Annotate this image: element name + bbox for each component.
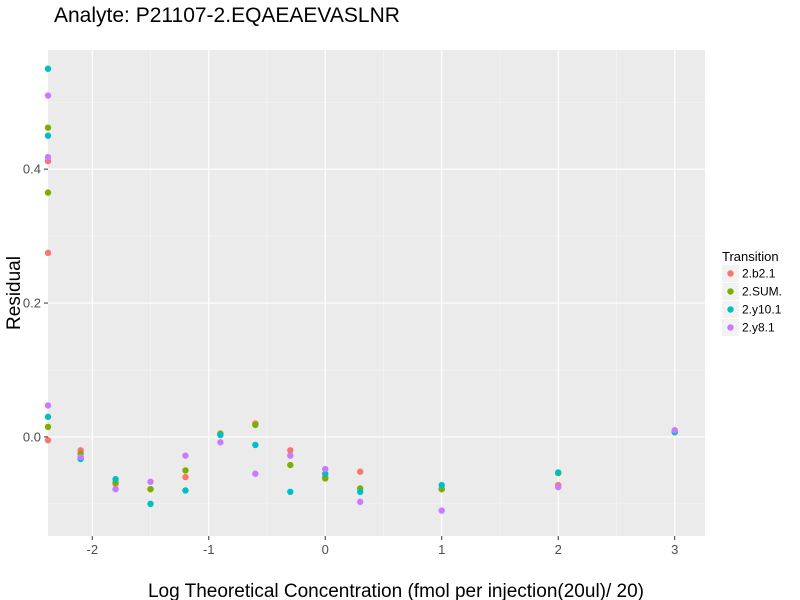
x-axis: -2 -1 0 1 2 3: [86, 536, 678, 557]
data-point: [182, 467, 189, 474]
legend-key-marker: [727, 324, 734, 331]
y-axis: 0.0 0.2 0.4: [23, 162, 48, 444]
data-point: [44, 437, 52, 444]
data-points: [44, 65, 678, 514]
data-point: [44, 65, 52, 72]
minor-gridlines: [48, 50, 705, 536]
data-point: [44, 92, 52, 99]
data-point: [438, 481, 445, 489]
data-point: [671, 427, 678, 434]
data-point: [112, 475, 119, 483]
x-tick-label: -1: [203, 542, 215, 557]
data-point: [44, 413, 52, 421]
data-point: [252, 421, 259, 429]
x-tick-label: -2: [86, 542, 98, 557]
data-point: [438, 507, 445, 514]
plot-panel: [48, 50, 705, 536]
data-point: [44, 132, 52, 139]
data-point: [356, 498, 364, 506]
data-point: [44, 189, 52, 196]
data-point: [112, 485, 119, 493]
data-point: [44, 153, 52, 161]
data-point: [322, 465, 329, 473]
data-point: [217, 431, 224, 439]
data-point: [147, 485, 154, 493]
x-tick-label: 3: [671, 542, 678, 557]
x-axis-title: Log Theoretical Concentration (fmol per …: [148, 581, 644, 600]
data-point: [147, 500, 154, 508]
legend-label: 2.SUM.: [742, 285, 782, 299]
x-tick-label: 1: [438, 542, 445, 557]
data-point: [252, 441, 259, 449]
data-point: [44, 124, 52, 131]
legend-label: 2.y10.1: [742, 303, 782, 317]
legend-title: Transition: [722, 249, 779, 264]
data-point: [44, 423, 52, 431]
data-point: [555, 483, 562, 491]
data-point: [356, 488, 364, 496]
data-point: [147, 478, 154, 485]
data-point: [287, 447, 294, 454]
data-point: [287, 461, 294, 469]
data-point: [356, 468, 364, 475]
legend-label: 2.y8.1: [742, 321, 775, 335]
legend: Transition 2.b2.1 2.SUM. 2.y10.1 2.y8.1: [722, 249, 782, 336]
data-point: [182, 452, 189, 459]
data-point: [44, 249, 52, 257]
chart-title: Analyte: P21107-2.EQAEAEVASLNR: [54, 4, 400, 27]
legend-key-marker: [727, 288, 734, 295]
data-point: [252, 470, 259, 477]
data-point: [44, 402, 52, 409]
data-point: [322, 475, 329, 482]
legend-key-marker: [727, 270, 734, 277]
x-tick-label: 2: [555, 542, 562, 557]
data-point: [287, 452, 294, 459]
data-point: [182, 473, 189, 481]
data-point: [555, 469, 562, 476]
data-point: [322, 470, 329, 477]
y-tick-label: 0.0: [23, 429, 41, 444]
y-tick-label: 0.4: [23, 162, 41, 177]
data-point: [77, 453, 84, 461]
x-tick-label: 0: [322, 542, 329, 557]
data-point: [182, 487, 189, 494]
data-point: [287, 488, 294, 496]
y-axis-title: Residual: [4, 256, 25, 330]
legend-key-marker: [727, 306, 734, 313]
major-gridlines: [48, 50, 705, 536]
legend-label: 2.b2.1: [742, 267, 776, 281]
data-point: [217, 439, 224, 446]
y-tick-label: 0.2: [23, 296, 41, 311]
